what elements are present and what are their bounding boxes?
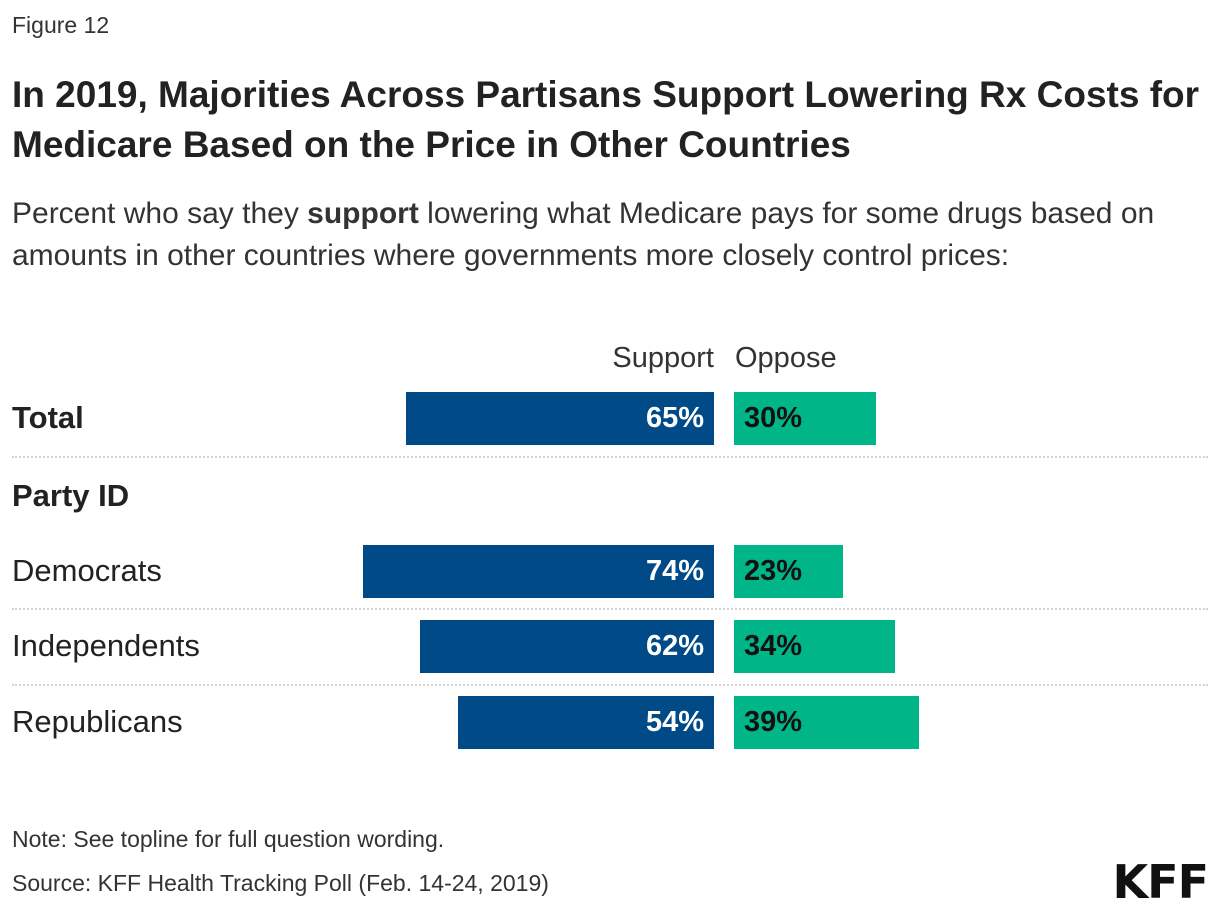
divider: [12, 684, 1208, 686]
divider: [12, 608, 1208, 610]
subtitle-text: Percent who say they: [12, 197, 308, 230]
bar-oppose-independents: [734, 620, 896, 673]
bar-support-republicans: [458, 696, 714, 749]
bar-support-total: [405, 392, 714, 445]
chart-subtitle: Percent who say they support lowering wh…: [12, 193, 1202, 277]
subtitle-emphasis: support: [307, 197, 419, 230]
bar-oppose-democrats: [734, 545, 844, 598]
subtitle-text-rest: lowering what Medicare pays for some dru…: [12, 197, 1155, 272]
bar-label-support-republicans: 54%: [645, 706, 704, 738]
bar-oppose-total: [734, 392, 877, 445]
bar-oppose-republicans: [734, 696, 919, 749]
group-label-party-id: Party ID: [12, 478, 130, 513]
bar-label-support-total: 65%: [645, 402, 704, 434]
kff-logo: KFF: [1112, 855, 1209, 909]
bar-label-support-independents: 62%: [645, 630, 704, 662]
bar-label-oppose-independents: 34%: [744, 630, 803, 662]
bar-support-independents: [420, 620, 714, 673]
row-label-total: Total: [12, 400, 84, 435]
bar-label-oppose-total: 30%: [744, 402, 803, 434]
legend-oppose: Oppose: [735, 342, 837, 374]
divider: [12, 456, 1208, 458]
row-label-democrats: Democrats: [12, 553, 162, 588]
bar-label-oppose-democrats: 23%: [744, 555, 803, 587]
row-label-independents: Independents: [12, 628, 200, 663]
bar-label-support-democrats: 74%: [645, 555, 704, 587]
note: Note: See topline for full question word…: [12, 826, 445, 852]
figure-label: Figure 12: [12, 12, 110, 38]
row-label-republicans: Republicans: [12, 704, 183, 739]
source: Source: KFF Health Tracking Poll (Feb. 1…: [12, 870, 549, 896]
chart-title: In 2019, Majorities Across Partisans Sup…: [12, 74, 1200, 165]
legend-support: Support: [612, 342, 714, 374]
bar-label-oppose-republicans: 39%: [744, 706, 803, 738]
bar-support-democrats: [363, 545, 714, 598]
